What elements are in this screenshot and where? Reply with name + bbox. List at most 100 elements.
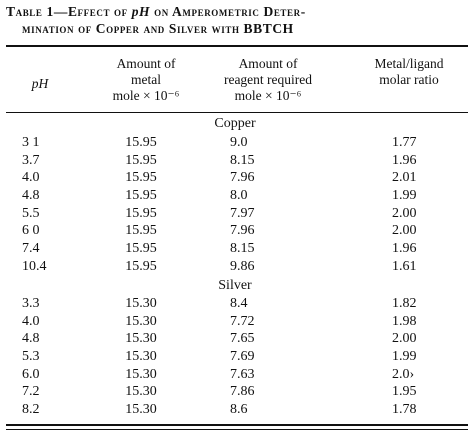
column-header-metal-line-1: Amount of bbox=[116, 56, 176, 71]
table-title-prefix: Table 1—Effect of bbox=[6, 4, 132, 19]
table-row: 8.2 15.30 8.6 1.78 bbox=[0, 401, 474, 419]
reagent-amount-cell: 8.0 bbox=[230, 188, 248, 204]
metal-amount-cell: 15.30 bbox=[125, 366, 157, 382]
column-header-ratio-line-1: Metal/ligand bbox=[374, 56, 444, 71]
metal-amount-cell: 15.95 bbox=[125, 205, 157, 221]
table-title: Table 1—Effect of pH on Amperometric Det… bbox=[6, 3, 468, 37]
ph-cell: 8.2 bbox=[22, 402, 40, 418]
table-row: 4.0 15.95 7.96 2.01 bbox=[0, 169, 474, 187]
copper-rows: 3 1 15.95 9.0 1.77 3.7 15.95 8.15 1.96 4.0 15.95 7… bbox=[0, 134, 474, 276]
header-rule bbox=[6, 112, 468, 113]
reagent-amount-cell: 8.4 bbox=[230, 296, 248, 311]
metal-amount-cell: 15.95 bbox=[125, 170, 157, 186]
column-header-metal-line-2: metal bbox=[131, 72, 161, 87]
table-row: 3 1 15.95 9.0 1.77 bbox=[0, 134, 474, 152]
metal-amount-cell: 15.95 bbox=[125, 152, 157, 168]
metal-amount-cell: 15.30 bbox=[125, 331, 157, 347]
molar-ratio-cell: 1.82 bbox=[392, 296, 417, 311]
ph-cell: 4.0 bbox=[22, 170, 40, 186]
column-header-metal-line-3: mole × 10⁻⁶ bbox=[112, 88, 180, 103]
table-title-line-1: Table 1—Effect of pH on Amperometric Det… bbox=[6, 3, 468, 20]
reagent-amount-cell: 7.63 bbox=[230, 366, 255, 382]
table-row: 5.3 15.30 7.69 1.99 bbox=[0, 348, 474, 366]
molar-ratio-cell: 1.99 bbox=[392, 349, 417, 365]
molar-ratio-cell: 2.01 bbox=[392, 170, 417, 186]
molar-ratio-cell: 1.96 bbox=[392, 152, 417, 168]
reagent-amount-cell: 8.15 bbox=[230, 152, 255, 168]
metal-amount-cell: 15.30 bbox=[125, 313, 157, 329]
column-header-ratio-line-2: molar ratio bbox=[379, 72, 439, 87]
table-row: 4.8 15.30 7.65 2.00 bbox=[0, 330, 474, 348]
molar-ratio-cell: 1.78 bbox=[392, 402, 417, 418]
ph-cell: 4.0 bbox=[22, 313, 40, 329]
molar-ratio-cell: 1.99 bbox=[392, 188, 417, 204]
metal-amount-cell: 15.95 bbox=[125, 241, 157, 257]
bottom-rule-thin bbox=[6, 429, 468, 430]
section-heading-silver: Silver bbox=[218, 278, 252, 293]
molar-ratio-cell: 1.98 bbox=[392, 313, 417, 329]
ph-cell: 3 1 bbox=[22, 135, 40, 150]
molar-ratio-cell: 1.95 bbox=[392, 384, 417, 400]
ph-cell: 5.3 bbox=[22, 349, 40, 365]
ph-cell: 3.7 bbox=[22, 152, 40, 168]
metal-amount-cell: 15.30 bbox=[125, 296, 157, 311]
bottom-rule bbox=[6, 424, 468, 426]
ph-cell: 6.0 bbox=[22, 366, 40, 382]
molar-ratio-cell: 2.0› bbox=[392, 366, 415, 382]
column-header-reagent-line-2: reagent required bbox=[223, 72, 313, 87]
reagent-amount-cell: 7.69 bbox=[230, 349, 255, 365]
table-row: 6.0 15.30 7.63 2.0› bbox=[0, 366, 474, 384]
table-row: 10.4 15.95 9.86 1.61 bbox=[0, 258, 474, 276]
molar-ratio-cell: 2.00 bbox=[392, 331, 417, 347]
reagent-amount-cell: 9.86 bbox=[230, 258, 255, 274]
reagent-amount-cell: 7.97 bbox=[230, 205, 255, 221]
molar-ratio-cell: 2.00 bbox=[392, 205, 417, 221]
metal-amount-cell: 15.95 bbox=[125, 135, 157, 150]
metal-amount-cell: 15.30 bbox=[125, 349, 157, 365]
column-header-reagent-line-1: Amount of bbox=[238, 56, 298, 71]
molar-ratio-cell: 1.96 bbox=[392, 241, 417, 257]
reagent-amount-cell: 7.96 bbox=[230, 170, 255, 186]
ph-cell: 7.2 bbox=[22, 384, 40, 400]
reagent-amount-cell: 7.86 bbox=[230, 384, 255, 400]
table-row: 5.5 15.95 7.97 2.00 bbox=[0, 205, 474, 223]
metal-amount-cell: 15.95 bbox=[125, 223, 157, 239]
ph-cell: 10.4 bbox=[22, 258, 47, 274]
table-row: 4.0 15.30 7.72 1.98 bbox=[0, 313, 474, 331]
section-heading-copper: Copper bbox=[214, 116, 256, 131]
ph-cell: 6 0 bbox=[22, 223, 40, 239]
table-row: 3.7 15.95 8.15 1.96 bbox=[0, 152, 474, 170]
table-title-ph: pH bbox=[131, 4, 151, 19]
ph-cell: 4.8 bbox=[22, 331, 40, 347]
molar-ratio-cell: 1.61 bbox=[392, 258, 417, 274]
ph-cell: 5.5 bbox=[22, 205, 40, 221]
table-row: 3.3 15.30 8.4 1.82 bbox=[0, 295, 474, 313]
column-header-reagent-line-3: mole × 10⁻⁶ bbox=[234, 88, 302, 103]
table-row: 6 0 15.95 7.96 2.00 bbox=[0, 222, 474, 240]
column-header-ph: pH bbox=[20, 76, 60, 92]
column-header-reagent: Amount of reagent required mole × 10⁻⁶ bbox=[200, 56, 336, 104]
table-row: 7.2 15.30 7.86 1.95 bbox=[0, 383, 474, 401]
ph-cell: 7.4 bbox=[22, 241, 40, 257]
column-header-ratio: Metal/ligand molar ratio bbox=[354, 56, 464, 88]
metal-amount-cell: 15.30 bbox=[125, 402, 157, 418]
metal-amount-cell: 15.95 bbox=[125, 188, 157, 204]
top-rule bbox=[6, 45, 468, 47]
metal-amount-cell: 15.30 bbox=[125, 384, 157, 400]
column-header-ph-text: pH bbox=[31, 76, 49, 91]
column-header-metal: Amount of metal mole × 10⁻⁶ bbox=[92, 56, 200, 104]
table-title-line-2: mination of Copper and Silver with BBTCH bbox=[22, 21, 294, 36]
reagent-amount-cell: 9.0 bbox=[230, 135, 248, 150]
reagent-amount-cell: 7.72 bbox=[230, 313, 255, 329]
ph-cell: 4.8 bbox=[22, 188, 40, 204]
metal-amount-cell: 15.95 bbox=[125, 258, 157, 274]
molar-ratio-cell: 1.77 bbox=[392, 135, 417, 150]
reagent-amount-cell: 8.15 bbox=[230, 241, 255, 257]
silver-rows: 3.3 15.30 8.4 1.82 4.0 15.30 7.72 1.98 4.8 15.30 7… bbox=[0, 295, 474, 419]
reagent-amount-cell: 7.96 bbox=[230, 223, 255, 239]
molar-ratio-cell: 2.00 bbox=[392, 223, 417, 239]
ph-cell: 3.3 bbox=[22, 296, 40, 311]
reagent-amount-cell: 7.65 bbox=[230, 331, 255, 347]
table-row: 4.8 15.95 8.0 1.99 bbox=[0, 187, 474, 205]
